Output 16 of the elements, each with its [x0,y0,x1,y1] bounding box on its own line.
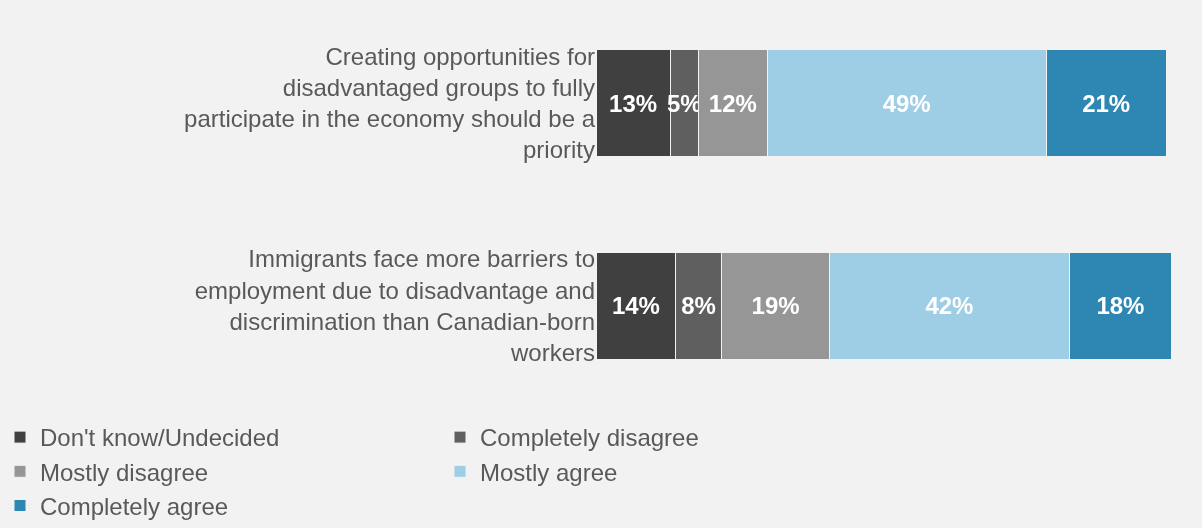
data-label: 49% [882,89,931,117]
legend-label: Completely agree [40,492,229,520]
data-label: 14% [611,292,660,320]
legend-label: Mostly disagree [40,458,209,486]
data-label: 13% [609,89,658,117]
data-label: 21% [1082,89,1131,117]
legend-label: Don't know/Undecided [40,424,280,452]
data-label: 42% [925,292,974,320]
data-label: 8% [681,292,716,320]
data-label: 12% [708,89,757,117]
legend-label: Mostly agree [480,458,618,486]
legend-label: Completely disagree [480,424,699,452]
data-label: 18% [1096,292,1145,320]
y-tick-label: Immigrants face more barriers to employment due to disadvantage and discrimination than Canadian-born workers [194,245,595,366]
data-label: 19% [751,292,800,320]
y-tick-label: Creating opportunities for disadvantaged groups to fully participate in the economy should be a priority [184,42,596,164]
